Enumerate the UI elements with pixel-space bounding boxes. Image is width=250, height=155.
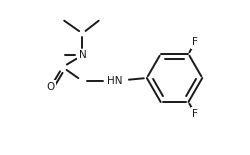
Text: O: O: [46, 82, 55, 92]
Text: HN: HN: [107, 76, 123, 86]
Text: F: F: [192, 109, 198, 119]
Text: N: N: [78, 50, 86, 60]
Text: F: F: [192, 37, 198, 47]
